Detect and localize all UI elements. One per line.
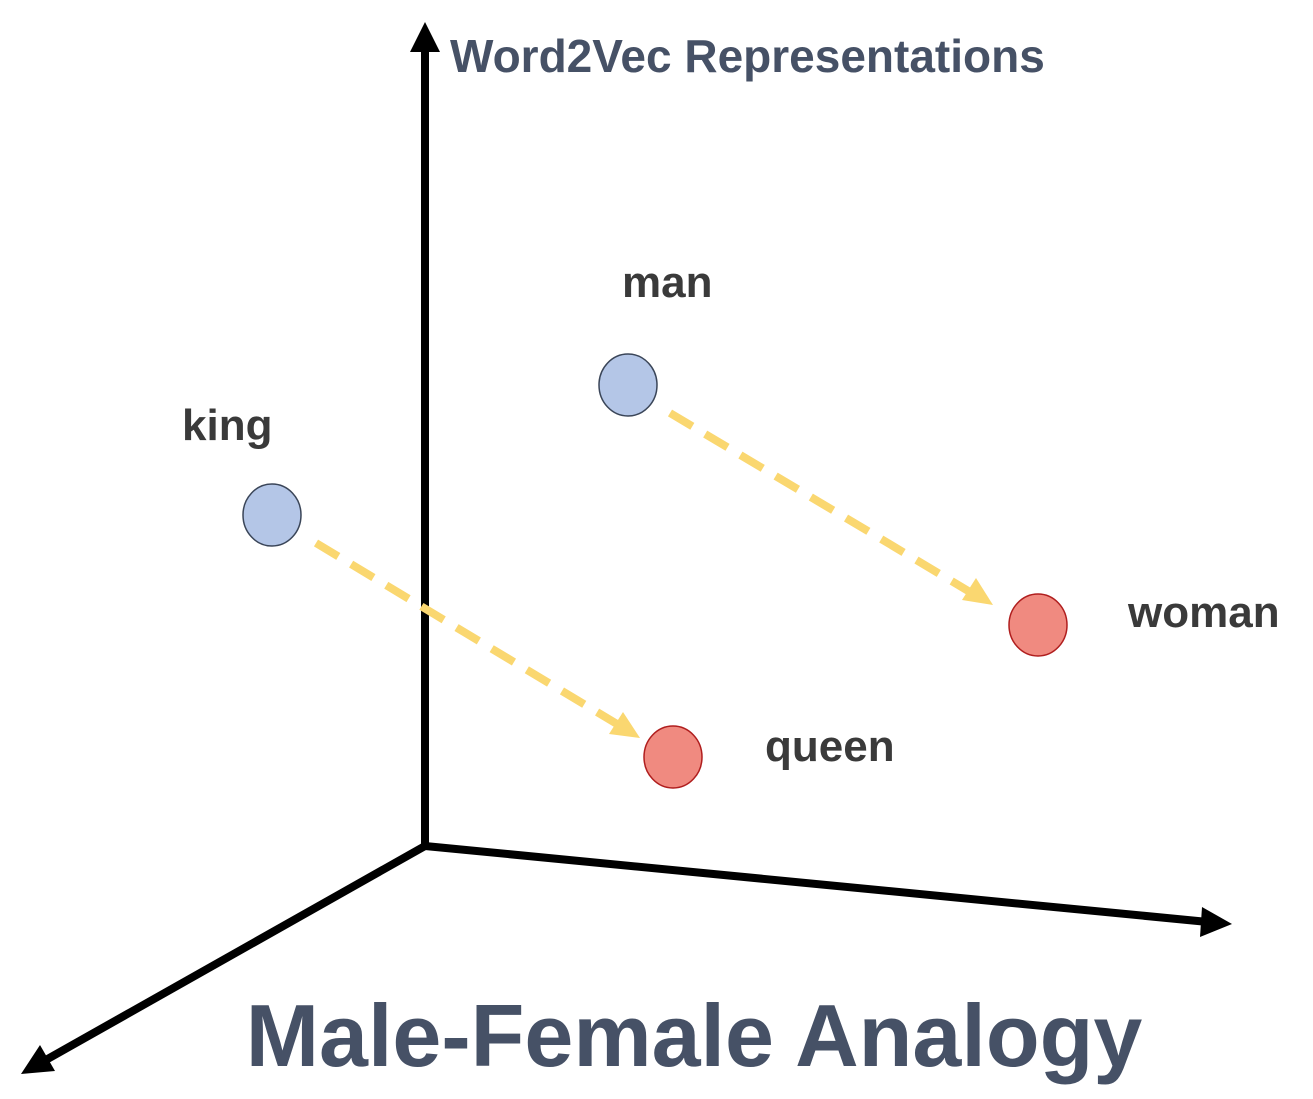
vertical-axis-arrow-icon <box>410 22 440 52</box>
label-queen: queen <box>765 722 895 771</box>
point-woman <box>1008 593 1068 657</box>
label-man: man <box>622 258 712 307</box>
analogy-arrowhead-king-queen-icon <box>609 712 640 738</box>
depth-axis <box>42 842 427 1065</box>
word-points <box>242 353 1068 789</box>
diagram-caption: Male-Female Analogy <box>246 986 1143 1085</box>
analogy-arrow-man-woman <box>667 409 978 599</box>
point-queen <box>643 725 703 789</box>
analogy-arrow-king-queen <box>313 539 625 731</box>
point-man <box>598 353 658 417</box>
axes <box>21 22 1232 1074</box>
point-king <box>242 483 302 547</box>
label-woman: woman <box>1127 588 1280 637</box>
label-king: king <box>182 401 272 450</box>
horizontal-axis <box>424 842 1209 926</box>
horizontal-axis-arrow-icon <box>1200 907 1232 937</box>
word-labels: man king woman queen <box>182 258 1280 771</box>
analogy-arrows <box>313 409 993 738</box>
depth-axis-arrow-icon <box>21 1045 55 1074</box>
diagram-title: Word2Vec Representations <box>450 30 1045 82</box>
analogy-arrowhead-man-woman-icon <box>962 578 993 605</box>
